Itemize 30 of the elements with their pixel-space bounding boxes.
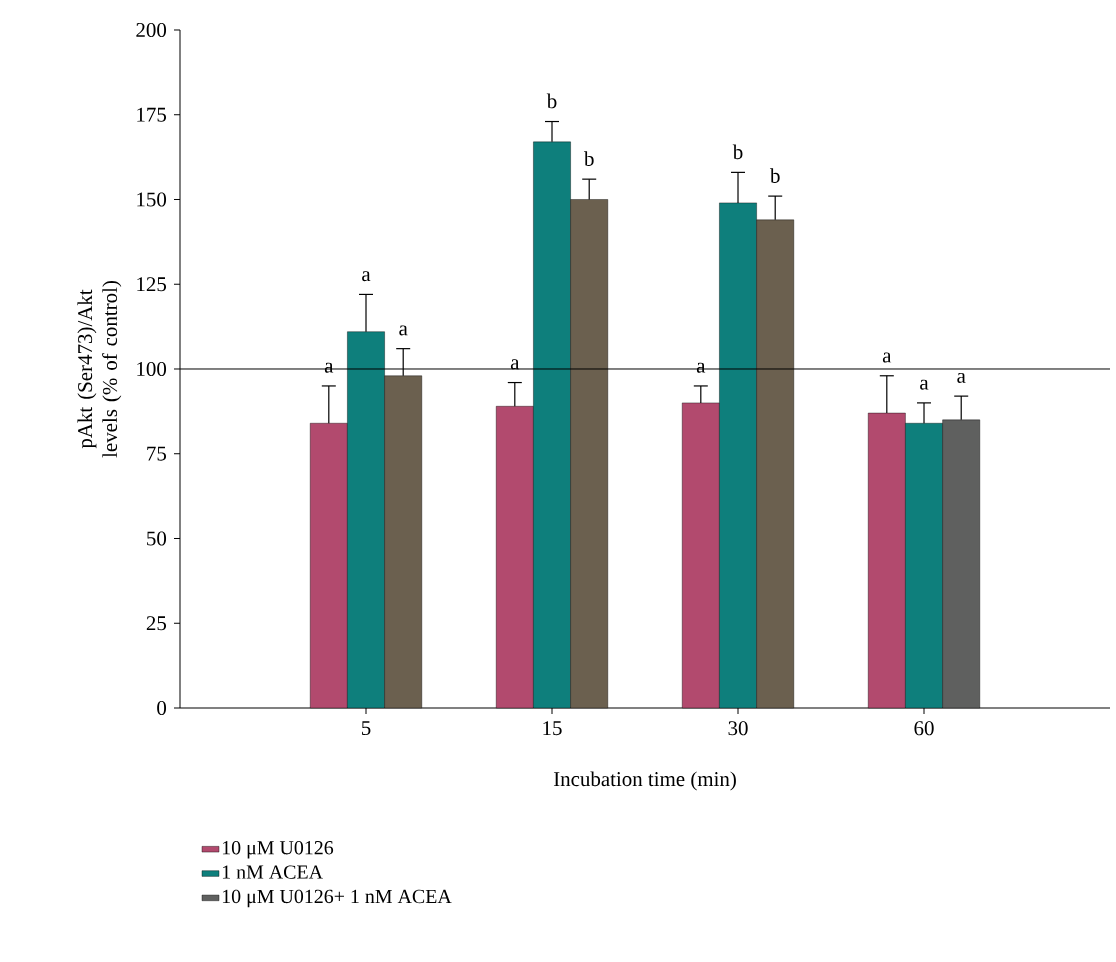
y-tick-label: 175 bbox=[137, 107, 167, 122]
y-tick-label: 75 bbox=[147, 446, 167, 461]
annotation: a bbox=[957, 372, 966, 383]
y-tick-label: 50 bbox=[147, 531, 167, 546]
legend-label: 10 μM U0126+ 1 nM ACEA bbox=[222, 889, 452, 908]
annotation: a bbox=[399, 325, 408, 336]
x-axis-title: Incubation time (min) bbox=[553, 771, 736, 791]
annotation: a bbox=[882, 352, 892, 363]
annotation: a bbox=[362, 271, 371, 282]
annotation: b bbox=[546, 93, 557, 109]
annotation: b bbox=[769, 168, 780, 183]
y-tick-label: 125 bbox=[137, 277, 167, 292]
y-tick-label: 0 bbox=[157, 700, 167, 716]
y-tick-label: 25 bbox=[146, 616, 167, 631]
y-axis-title: pAkt (Ser473)/Akt levels (% of control) bbox=[77, 281, 122, 458]
annotation: a bbox=[696, 362, 706, 373]
x-tick-label: 60 bbox=[914, 721, 934, 736]
y-tick-label: 200 bbox=[136, 22, 167, 38]
y-tick-label: 150 bbox=[137, 192, 167, 207]
x-tick-label: 15 bbox=[543, 721, 562, 736]
annotation: a bbox=[510, 359, 520, 370]
annotation: a bbox=[920, 379, 929, 390]
legend-label: 1 nM ACEA bbox=[222, 865, 323, 879]
annotation: b bbox=[732, 144, 743, 160]
annotation: a bbox=[324, 362, 334, 373]
legend-label: 10 μM U0126 bbox=[222, 841, 334, 859]
annotation: b bbox=[583, 151, 594, 166]
x-tick-label: 30 bbox=[728, 721, 748, 736]
x-tick-label: 5 bbox=[361, 721, 371, 736]
y-tick-label: 100 bbox=[137, 361, 167, 377]
